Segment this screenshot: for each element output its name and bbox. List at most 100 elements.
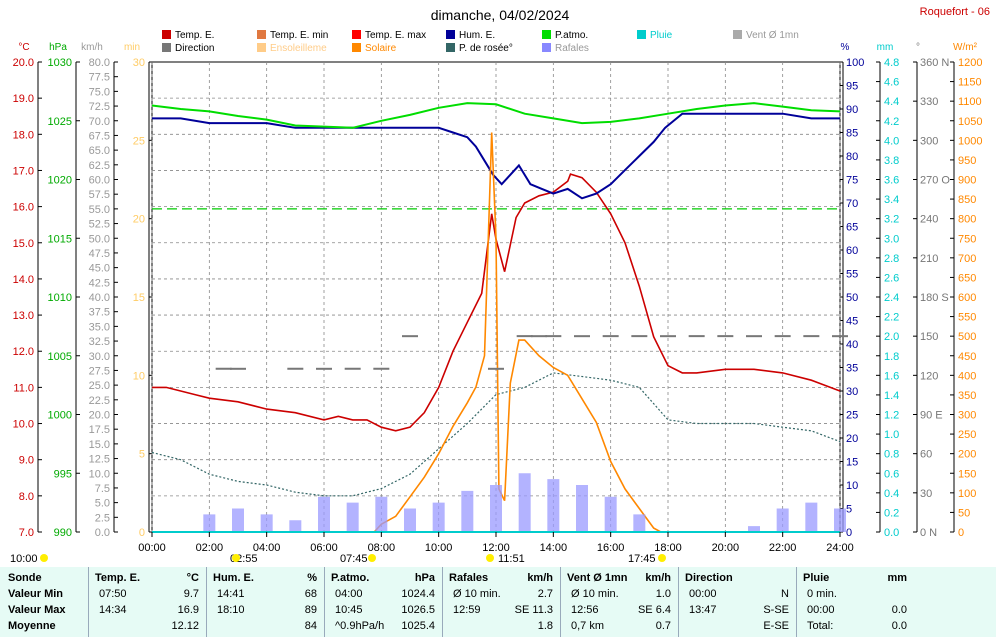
summary-col-unit: °C <box>186 572 199 584</box>
summary-cell-value: SE 6.4 <box>637 604 671 616</box>
summary-col-unit: km/h <box>527 572 553 584</box>
sun-events: 10:00 02:55 07:45 11:51 17:45 <box>10 553 666 565</box>
axis-tick-pressure: 1020 <box>48 175 72 187</box>
axis-tick-solar: 450 <box>958 351 976 363</box>
series-line-solaire <box>152 132 840 533</box>
summary-col-title: Hum. E. <box>213 572 254 584</box>
axis-tick-pressure: 1025 <box>48 116 72 128</box>
legend-label: Direction <box>175 43 214 54</box>
summary-temp-column: Temp. E. °C 07:50 9.7 14:34 16.9 12.12 <box>88 567 207 637</box>
axis-tick-temp: 13.0 <box>13 310 34 322</box>
summary-cell-value: 89 <box>304 604 317 616</box>
series-line-hum-e- <box>152 112 840 200</box>
gust-bar <box>805 502 818 532</box>
summary-cell-value: 1026.5 <box>401 604 435 616</box>
summary-cell-value: S-SE <box>763 604 789 616</box>
legend: Temp. E. Temp. E. min Temp. E. max Hum. E. P… <box>162 30 799 54</box>
axis-tick-solar: 50 <box>958 507 970 519</box>
axis-tick-direction: 210 <box>920 253 938 265</box>
summary-cell-value: 1024.4 <box>401 588 435 600</box>
plot-area <box>151 61 848 533</box>
axis-tick-rain: 0.6 <box>884 468 899 480</box>
axis-tick-temp: 10.0 <box>13 419 34 431</box>
axis-tick-wind: 75.0 <box>89 86 110 98</box>
summary-vent-column: Vent Ø 1mn km/h Ø 10 min. 1.0 12:56 SE 6.4 0,7… <box>560 567 679 637</box>
axis-tick-minutes: 25 <box>133 135 145 147</box>
axis-tick-humidity: 60 <box>846 245 858 257</box>
row-label-max: Valeur Max <box>8 604 66 616</box>
axis-tick-minutes: 5 <box>139 449 145 461</box>
axis-tick-pressure: 1005 <box>48 351 72 363</box>
chart-title: dimanche, 04/02/2024 <box>431 7 570 23</box>
axis-tick-temp: 18.0 <box>13 129 34 141</box>
axis-tick-solar: 1100 <box>958 96 982 108</box>
legend-swatch <box>257 43 266 52</box>
axis-tick-rain: 2.2 <box>884 312 899 324</box>
axis-tick-solar: 500 <box>958 331 976 343</box>
axis-tick-humidity: 45 <box>846 316 858 328</box>
axis-unit-direction: ° <box>916 42 920 53</box>
weather-chart: dimanche, 04/02/2024 Roquefort - 06 Temp… <box>10 6 990 565</box>
legend-label: Temp. E. min <box>270 30 328 41</box>
axis-tick-rain: 4.4 <box>884 96 899 108</box>
axis-tick-solar: 650 <box>958 272 976 284</box>
axis-tick-direction: 270 O <box>920 175 950 187</box>
legend-label: Solaire <box>365 43 397 54</box>
axis-tick-rain: 1.2 <box>884 410 899 422</box>
axis-tick-wind: 50.0 <box>89 233 110 245</box>
summary-col-unit: hPa <box>414 572 435 584</box>
gust-bar <box>576 485 588 532</box>
axis-tick-humidity: 55 <box>846 269 858 281</box>
axis-tick-solar: 150 <box>958 468 976 480</box>
axis-tick-temp: 8.0 <box>19 491 34 503</box>
axis-tick-wind: 0.0 <box>95 527 110 539</box>
summary-rafales-column: Rafales km/h Ø 10 min. 2.7 12:59 SE 11.3 1.8 <box>442 567 561 637</box>
legend-swatch <box>162 30 171 39</box>
axis-tick-rain: 3.8 <box>884 155 899 167</box>
summary-cell-label: 00:00 <box>689 588 717 600</box>
summary-cell-label: 04:00 <box>335 588 363 600</box>
axis-tick-pressure: 990 <box>54 527 72 539</box>
summary-cell-label: ^0.9hPa/h <box>335 620 385 632</box>
axis-tick-direction: 300 <box>920 135 938 147</box>
legend-swatch <box>352 43 361 52</box>
summary-col-title: P.atmo. <box>331 572 370 584</box>
axis-tick-humidity: 5 <box>846 504 852 516</box>
axis-tick-wind: 77.5 <box>89 72 110 84</box>
axis-tick-solar: 1200 <box>958 57 982 69</box>
axis-tick-rain: 2.6 <box>884 272 899 284</box>
x-tick-label: 18:00 <box>654 542 682 554</box>
axis-tick-solar: 550 <box>958 312 976 324</box>
axis-tick-direction: 360 N <box>920 57 949 69</box>
summary-cell-value: 1.8 <box>537 620 553 632</box>
axis-tick-temp: 12.0 <box>13 346 34 358</box>
axis-tick-wind: 27.5 <box>89 365 110 377</box>
axis-unit-solar: W/m² <box>953 42 978 53</box>
axis-tick-solar: 950 <box>958 155 976 167</box>
summary-cell-value: 0.0 <box>891 604 907 616</box>
axis-unit-minutes: min <box>124 42 140 53</box>
axis-tick-direction: 30 <box>920 488 932 500</box>
legend-label: P. de rosée° <box>459 43 513 54</box>
axis-tick-humidity: 65 <box>846 222 858 234</box>
axis-tick-wind: 30.0 <box>89 351 110 363</box>
axis-tick-humidity: 50 <box>846 292 858 304</box>
axis-tick-wind: 57.5 <box>89 189 110 201</box>
axis-tick-humidity: 85 <box>846 128 858 140</box>
legend-swatch <box>733 30 742 39</box>
legend-swatch <box>637 30 646 39</box>
axis-tick-humidity: 80 <box>846 151 858 163</box>
axis-tick-temp: 9.0 <box>19 455 34 467</box>
axis-tick-solar: 1000 <box>958 135 982 147</box>
summary-cell-label: 0,7 km <box>571 620 605 632</box>
sun-marker <box>40 554 48 562</box>
axis-tick-wind: 55.0 <box>89 204 110 216</box>
axis-tick-wind: 15.0 <box>89 439 110 451</box>
axis-tick-rain: 1.4 <box>884 390 899 402</box>
axis-tick-humidity: 15 <box>846 457 858 469</box>
summary-col-title: Direction <box>685 572 733 584</box>
axis-tick-pressure: 1010 <box>48 292 72 304</box>
legend-label: Pluie <box>650 30 673 41</box>
axis-tick-humidity: 0 <box>846 527 852 539</box>
axis-tick-temp: 11.0 <box>13 382 34 394</box>
